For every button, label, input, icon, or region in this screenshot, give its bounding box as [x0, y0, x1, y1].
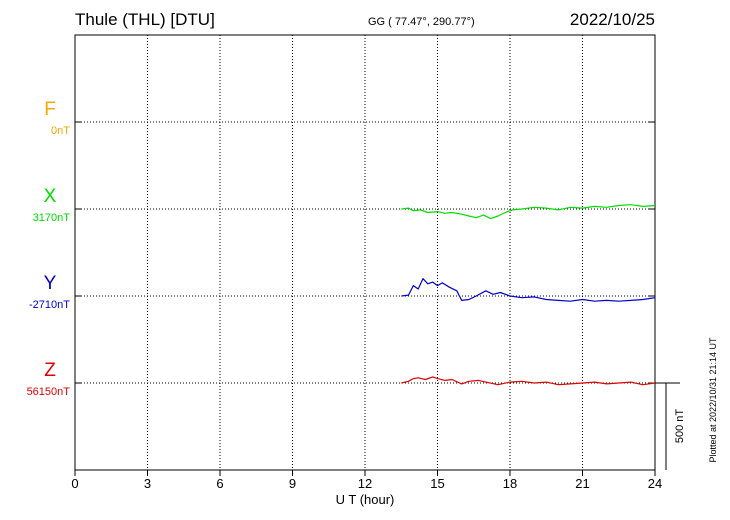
x-tick-label: 6 — [216, 476, 223, 491]
x-tick-label: 0 — [71, 476, 78, 491]
trace-y — [401, 278, 656, 302]
x-tick-label: 12 — [358, 476, 372, 491]
component-baseline-f: 0nT — [51, 125, 70, 137]
x-tick-label: 24 — [648, 476, 662, 491]
trace-z — [401, 376, 656, 386]
x-axis-ticks: 0 3 6 9 12 15 18 21 24 — [71, 470, 662, 491]
component-labels: F 0nT X 3170nT Y -2710nT Z 56150nT — [27, 99, 71, 398]
plotted-at-note: Plotted at 2022/10/31 21:14 UT — [708, 337, 718, 463]
component-baseline-x: 3170nT — [33, 212, 71, 224]
component-baselines — [75, 121, 655, 384]
component-letter-x: X — [44, 186, 57, 207]
component-baseline-z: 56150nT — [27, 386, 71, 398]
component-letter-f: F — [44, 99, 56, 120]
x-tick-label: 3 — [144, 476, 151, 491]
coordinates-label: GG ( 77.47°, 290.77°) — [368, 16, 475, 28]
date-label: 2022/10/25 — [570, 10, 655, 29]
x-axis-label: U T (hour) — [336, 492, 395, 507]
scale-bar-label: 500 nT — [674, 409, 686, 444]
component-baseline-y: -2710nT — [29, 299, 70, 311]
component-letter-y: Y — [44, 273, 57, 294]
component-letter-z: Z — [44, 360, 56, 381]
x-tick-label: 21 — [575, 476, 589, 491]
trace-x — [401, 204, 656, 220]
station-title: Thule (THL) [DTU] — [75, 10, 215, 29]
x-tick-label: 15 — [430, 476, 444, 491]
component-traces — [401, 204, 656, 386]
scale-bar: 500 nT — [655, 382, 686, 470]
x-tick-label: 9 — [289, 476, 296, 491]
x-tick-label: 18 — [503, 476, 517, 491]
